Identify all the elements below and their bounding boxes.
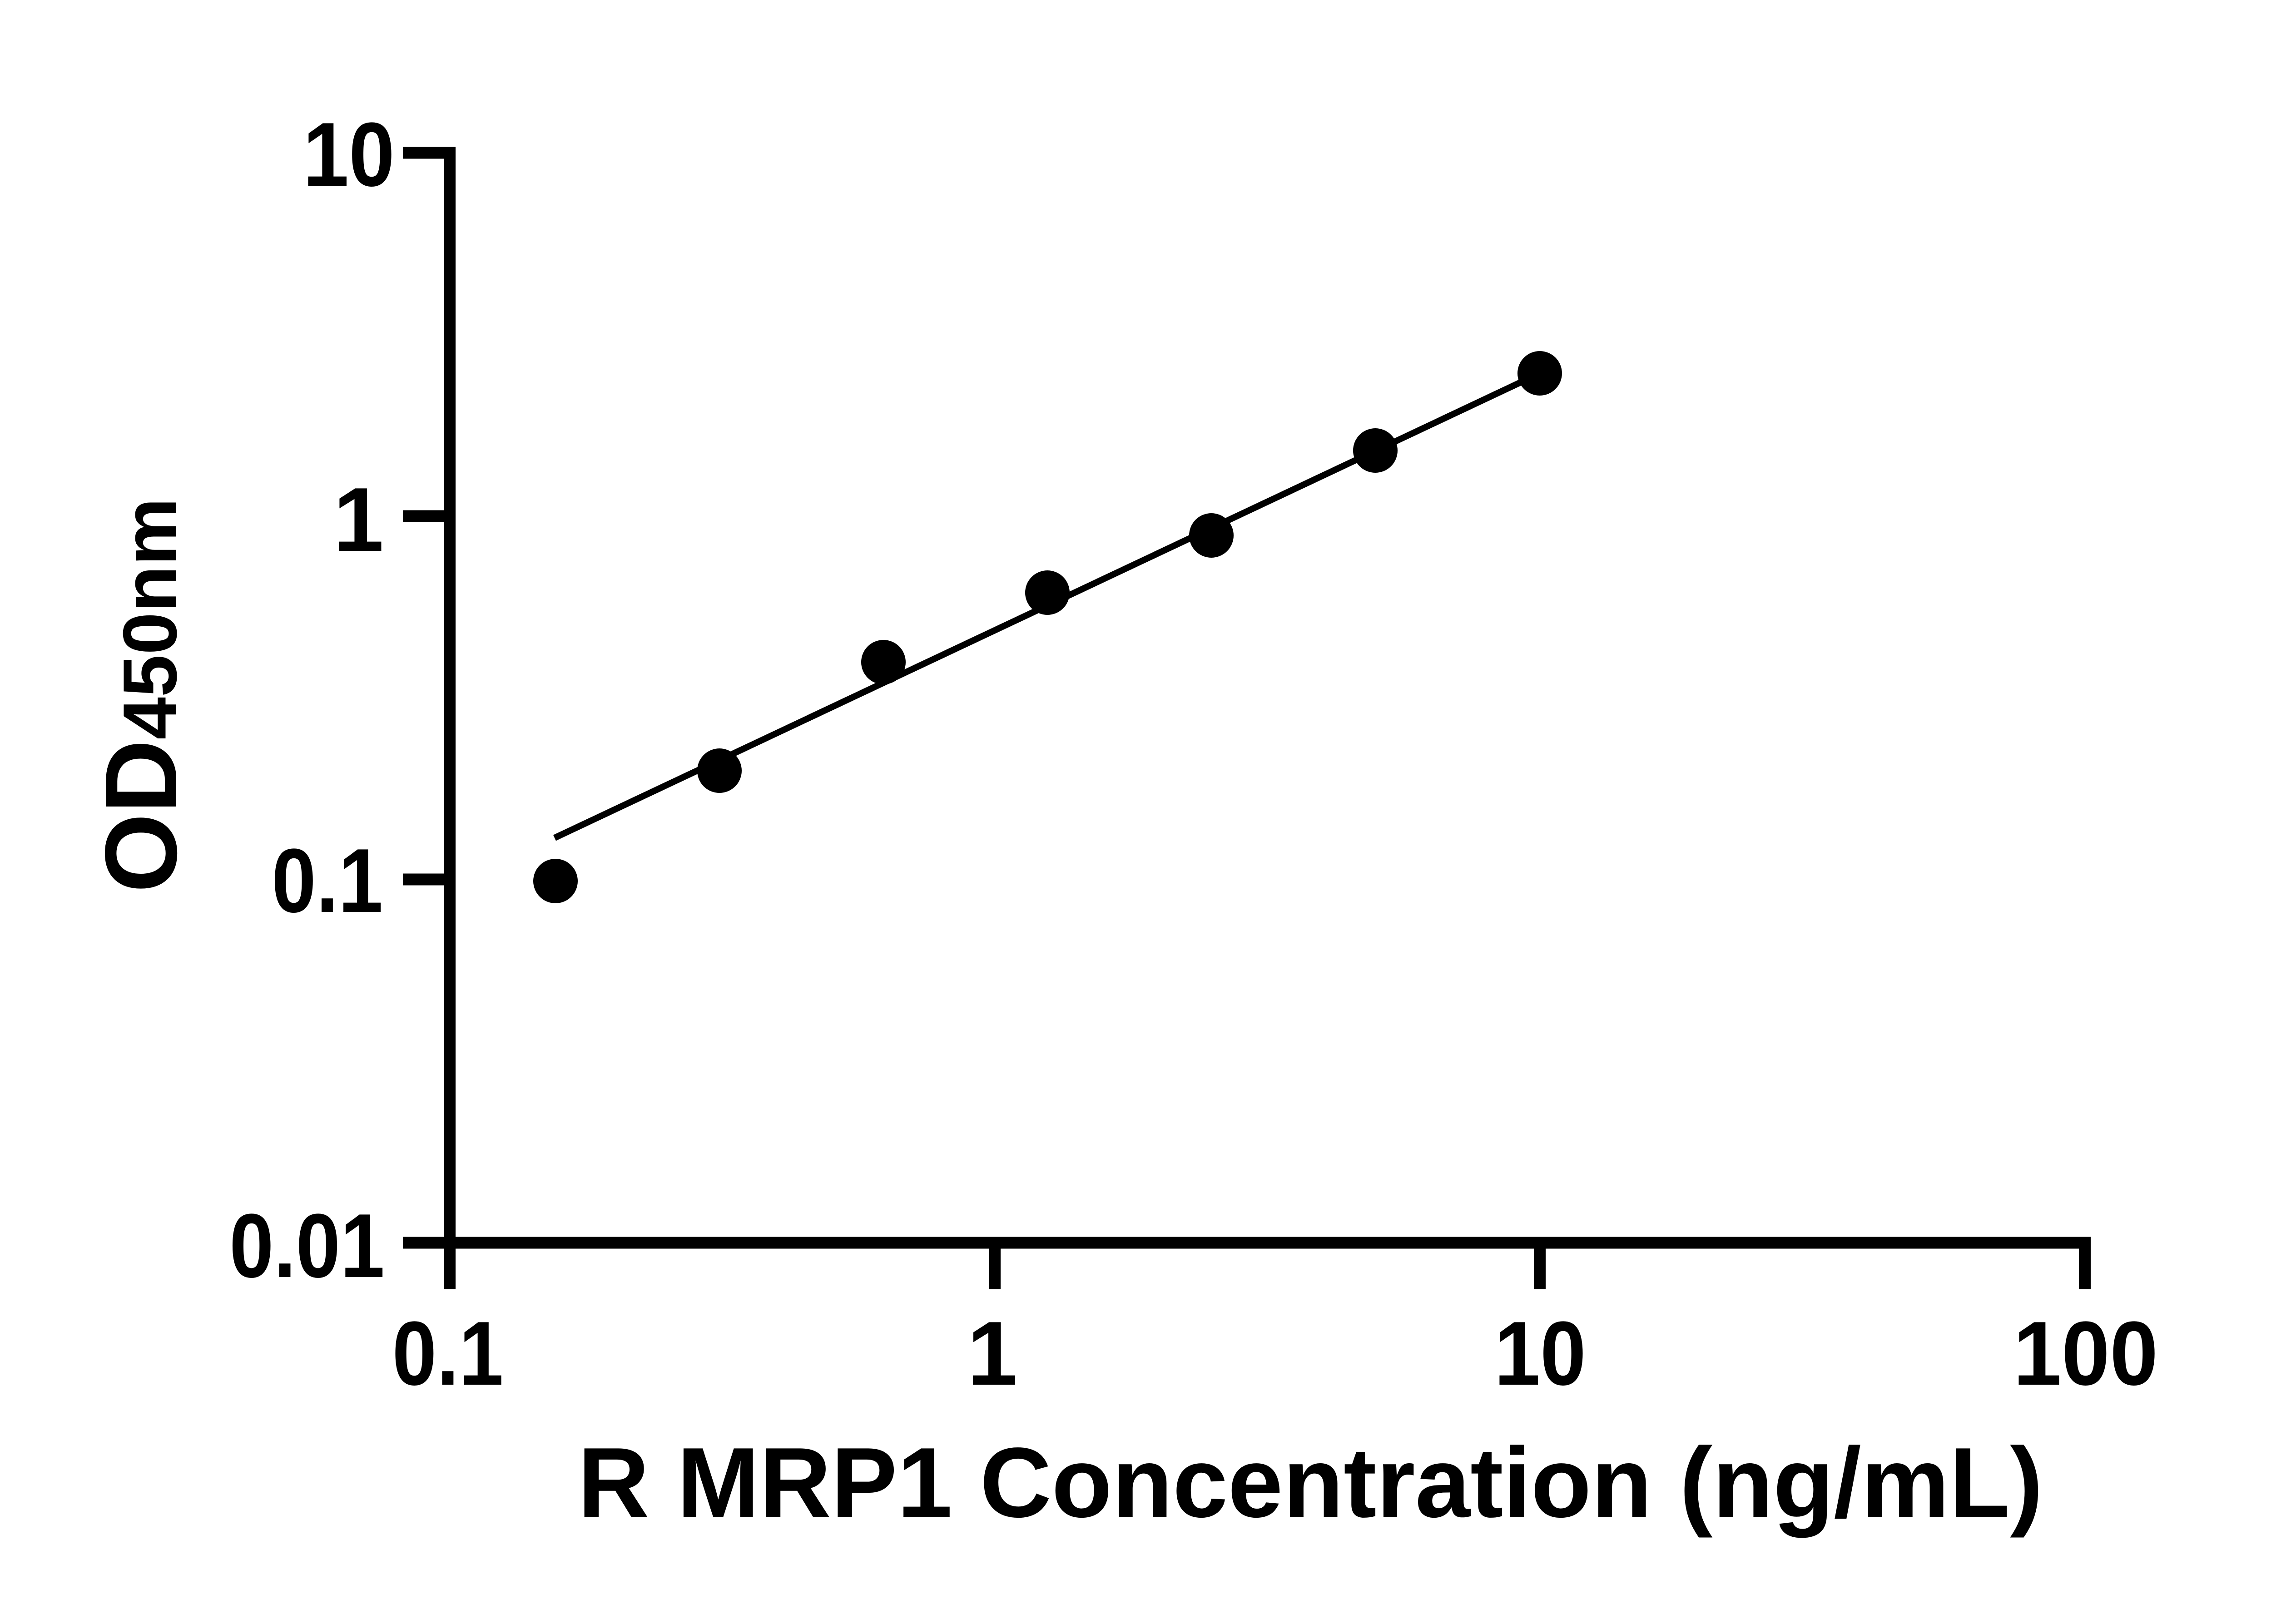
- svg-text:10: 10: [303, 104, 395, 205]
- svg-text:R MRP1 Concentration (ng/mL): R MRP1 Concentration (ng/mL): [578, 1427, 2043, 1538]
- svg-text:10: 10: [1494, 1303, 1586, 1404]
- svg-text:1: 1: [967, 1303, 1017, 1404]
- svg-text:0.1: 0.1: [392, 1303, 504, 1404]
- svg-text:1: 1: [333, 469, 384, 570]
- svg-text:0.01: 0.01: [229, 1195, 385, 1297]
- svg-text:0.1: 0.1: [272, 830, 383, 931]
- svg-text:100: 100: [2013, 1303, 2158, 1404]
